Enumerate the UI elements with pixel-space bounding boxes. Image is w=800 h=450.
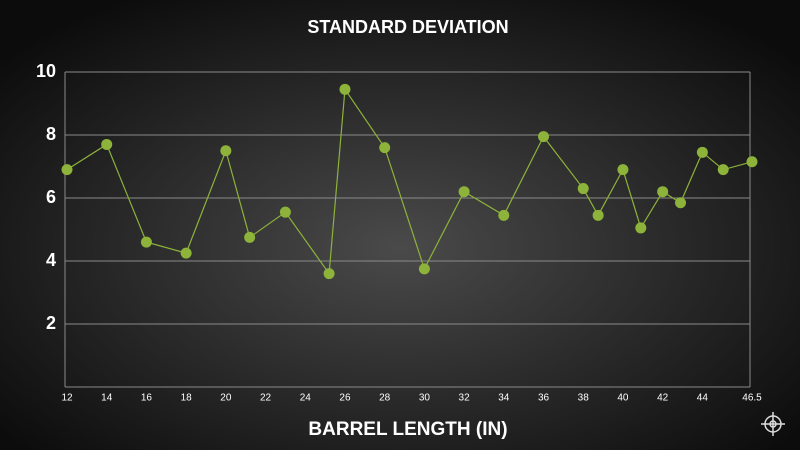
- data-point: [61, 164, 73, 176]
- x-tick-label: 26: [339, 393, 351, 404]
- data-point: [180, 247, 192, 259]
- data-point: [592, 209, 604, 221]
- data-point: [657, 186, 669, 198]
- data-point: [696, 146, 708, 158]
- y-tick-label: 10: [36, 61, 56, 81]
- data-point: [140, 236, 152, 248]
- data-point: [577, 183, 589, 195]
- data-point: [279, 206, 291, 218]
- x-axis-label: BARREL LENGTH (IN): [308, 419, 507, 440]
- x-tick-label: 16: [141, 393, 153, 404]
- x-tick-label: 12: [61, 393, 73, 404]
- data-point: [101, 138, 113, 150]
- y-tick-label: 8: [46, 124, 56, 144]
- data-point: [717, 164, 729, 176]
- data-point: [538, 131, 550, 143]
- x-tick-label: 24: [300, 393, 312, 404]
- data-point: [339, 83, 351, 95]
- data-point: [418, 263, 430, 275]
- y-tick-label: 4: [46, 250, 56, 270]
- x-tick-label: 40: [617, 393, 629, 404]
- data-point: [379, 142, 391, 154]
- y-tick-label: 6: [46, 187, 56, 207]
- data-point: [458, 186, 470, 198]
- x-tick-label: 46.5: [742, 393, 762, 404]
- data-point: [244, 231, 256, 243]
- x-tick-label: 32: [459, 393, 471, 404]
- x-tick-label: 38: [578, 393, 590, 404]
- data-point: [220, 145, 232, 157]
- x-tick-label: 30: [419, 393, 431, 404]
- x-tick-label: 42: [657, 393, 669, 404]
- data-point: [323, 268, 335, 280]
- x-tick-label: 20: [220, 393, 232, 404]
- x-tick-label: 14: [101, 393, 113, 404]
- data-point: [498, 209, 510, 221]
- chart-title: STANDARD DEVIATION: [307, 17, 508, 37]
- x-tick-label: 22: [260, 393, 272, 404]
- x-tick-label: 36: [538, 393, 550, 404]
- x-tick-label: 28: [379, 393, 391, 404]
- x-tick-label: 44: [697, 393, 709, 404]
- data-point: [675, 197, 687, 209]
- x-tick-label: 34: [498, 393, 510, 404]
- x-tick-label: 18: [181, 393, 193, 404]
- data-point: [635, 222, 647, 234]
- y-tick-label: 2: [46, 313, 56, 333]
- data-point: [617, 164, 629, 176]
- data-point: [746, 156, 758, 168]
- logo: [761, 412, 785, 436]
